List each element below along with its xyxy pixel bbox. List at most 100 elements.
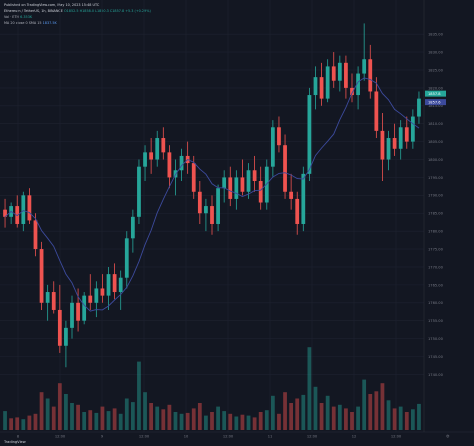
volume-bar bbox=[9, 418, 14, 430]
candle-body bbox=[204, 206, 208, 214]
volume-bar bbox=[51, 406, 56, 430]
candle-body bbox=[155, 138, 160, 160]
candle-body bbox=[137, 166, 141, 217]
candle-body bbox=[51, 292, 56, 310]
volume-bar bbox=[130, 402, 135, 430]
volume-bar bbox=[374, 391, 379, 430]
candle-body bbox=[76, 302, 80, 321]
price-axis-bg bbox=[424, 0, 474, 446]
volume-bar bbox=[204, 415, 208, 430]
price-tick-label: 1830.00 bbox=[428, 50, 444, 54]
price-tick-label: 1745.00 bbox=[428, 355, 444, 359]
time-tick-label: 12:00 bbox=[307, 435, 318, 439]
candle-body bbox=[64, 327, 68, 346]
price-tick-label: 1820.00 bbox=[428, 86, 444, 90]
volume-bar bbox=[398, 406, 403, 430]
candle-body bbox=[301, 173, 306, 224]
volume-bar bbox=[82, 412, 87, 430]
volume-bar bbox=[234, 416, 239, 430]
time-tick-label: 11 bbox=[268, 435, 273, 439]
price-tick-label: 1800.00 bbox=[428, 158, 444, 162]
candle-body bbox=[258, 181, 263, 203]
price-tick-label: 1765.00 bbox=[428, 283, 444, 287]
candle-body bbox=[417, 98, 421, 117]
time-tick-label: 12:00 bbox=[223, 435, 234, 439]
price-tick-label: 1835.00 bbox=[428, 33, 444, 37]
candle-body bbox=[368, 59, 373, 92]
moving-average-line bbox=[4, 77, 420, 312]
current-price-label: 1857.8 bbox=[428, 92, 441, 96]
volume-bar bbox=[289, 403, 294, 430]
price-tick-label: 1775.00 bbox=[428, 247, 444, 251]
price-tick-label: 1740.00 bbox=[428, 373, 444, 377]
candle-body bbox=[380, 130, 385, 160]
candle-body bbox=[404, 127, 409, 142]
price-axis[interactable]: 1835.00 1830.00 1825.00 1820.00 1815.00 1810.… bbox=[423, 0, 474, 446]
candle-body bbox=[356, 73, 360, 96]
volume-bar bbox=[15, 417, 20, 430]
price-tick-label: 1795.00 bbox=[428, 176, 444, 180]
volume-bar bbox=[252, 417, 257, 430]
volume-bar bbox=[167, 404, 172, 430]
candle-body bbox=[112, 274, 117, 293]
price-tick-label: 1810.00 bbox=[428, 122, 444, 126]
volume-bar bbox=[57, 383, 62, 430]
candle-body bbox=[130, 216, 135, 239]
candle-body bbox=[410, 116, 415, 142]
volume-bar bbox=[258, 412, 263, 430]
candle-body bbox=[39, 249, 44, 303]
volume-bar bbox=[27, 415, 32, 430]
volume-bar bbox=[191, 408, 196, 430]
price-tick-label: 1760.00 bbox=[428, 301, 444, 305]
volume-bar bbox=[228, 413, 233, 430]
candle-body bbox=[118, 277, 123, 293]
price-tick-label: 1805.00 bbox=[428, 140, 444, 144]
candle-body bbox=[228, 177, 233, 199]
candle-body bbox=[179, 155, 184, 171]
candle-body bbox=[143, 152, 147, 167]
candle-body bbox=[277, 127, 281, 146]
volume-bar bbox=[277, 413, 281, 430]
tradingview-logo[interactable]: TradingView bbox=[4, 440, 26, 444]
volume-bar bbox=[149, 403, 154, 430]
symbol-legend: Ethereum / TetherUS, 1h, BINANCE O1852.5… bbox=[4, 9, 151, 13]
volume-bar bbox=[155, 406, 160, 430]
volume-bar bbox=[270, 395, 275, 430]
candle-body bbox=[57, 309, 62, 346]
ma-price-label: 1857.6 bbox=[428, 100, 441, 104]
volume-bar bbox=[118, 413, 123, 430]
volume-bar bbox=[70, 403, 74, 430]
volume-bar bbox=[33, 413, 38, 430]
volume-bar bbox=[240, 414, 245, 430]
volume-bar bbox=[368, 394, 373, 430]
candle-body bbox=[331, 66, 336, 81]
volume-bar bbox=[100, 406, 105, 430]
price-tick-label: 1825.00 bbox=[428, 68, 444, 72]
price-tick-label: 1780.00 bbox=[428, 230, 444, 234]
candle-body bbox=[124, 238, 129, 278]
candle-body bbox=[45, 292, 50, 303]
candle-body bbox=[234, 177, 239, 199]
settings-gear-icon[interactable]: ⚙ bbox=[446, 434, 450, 439]
price-tick-label: 1750.00 bbox=[428, 337, 444, 341]
volume-bar bbox=[410, 409, 415, 430]
time-axis[interactable]: 8 12:00 9 12:00 10 12:00 11 12:00 12 12:00 ⚙ bbox=[0, 431, 474, 439]
volume-label: Vol · ETH bbox=[4, 15, 20, 19]
candle-body bbox=[289, 191, 294, 199]
candle-body bbox=[197, 191, 202, 214]
volume-bar bbox=[222, 411, 227, 430]
candle-body bbox=[344, 62, 348, 88]
volume-bar bbox=[313, 386, 318, 430]
volume-bar bbox=[337, 404, 342, 430]
candle-body bbox=[161, 138, 166, 153]
volume-bar bbox=[45, 398, 50, 430]
candle-body bbox=[210, 206, 214, 224]
candle-body bbox=[191, 163, 196, 192]
volume-bar bbox=[344, 408, 348, 430]
candle-body bbox=[27, 195, 32, 221]
candle-body bbox=[240, 177, 245, 192]
volume-bar bbox=[295, 398, 300, 430]
candle-body bbox=[392, 138, 397, 149]
volume-bar bbox=[21, 419, 26, 430]
